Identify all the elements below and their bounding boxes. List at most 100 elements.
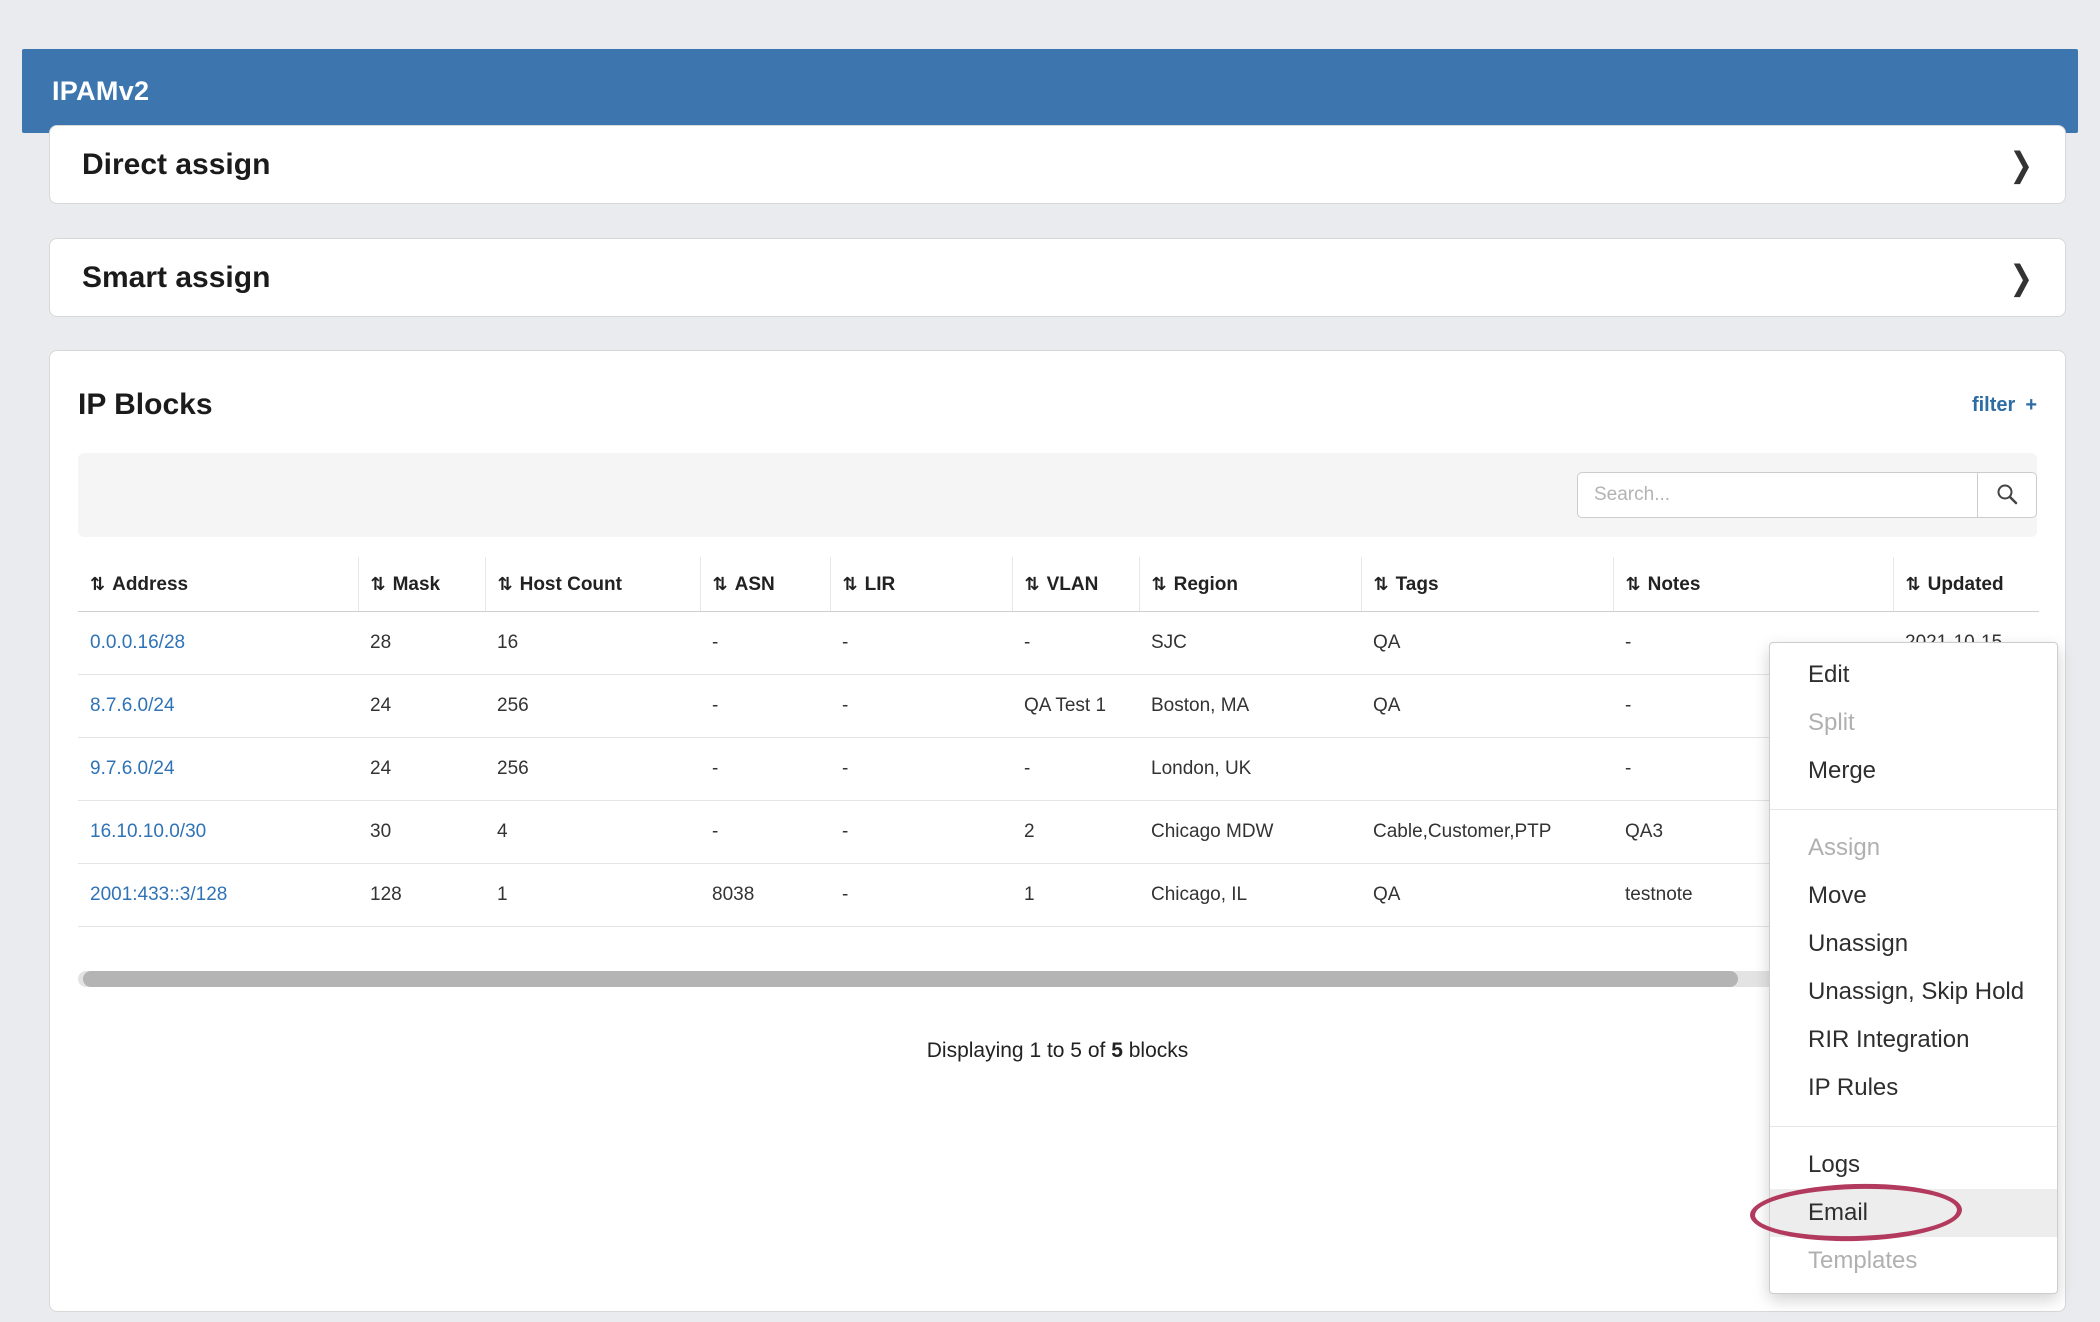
menu-item-move[interactable]: Move xyxy=(1808,882,1867,909)
address-link[interactable]: 0.0.0.16/28 xyxy=(90,632,186,653)
cell-asn: 8038 xyxy=(700,863,830,927)
direct-assign-label: Direct assign xyxy=(82,147,271,181)
menu-item-unassign-skip-hold[interactable]: Unassign, Skip Hold xyxy=(1808,978,2025,1005)
column-header-address[interactable]: ⇅ Address xyxy=(78,557,358,612)
menu-item-split: Split xyxy=(1808,709,1855,736)
sort-icon: ⇅ xyxy=(1905,574,1921,594)
sort-icon: ⇅ xyxy=(90,574,106,594)
search-input[interactable] xyxy=(1577,472,1977,518)
table-header-row: ⇅ Address ⇅ Mask ⇅ Host Count ⇅ ASN ⇅ LIR ⇅ VL… xyxy=(78,557,2039,612)
direct-assign-panel[interactable]: Direct assign ❯ xyxy=(49,125,2066,204)
menu-item-logs[interactable]: Logs xyxy=(1808,1151,1861,1178)
menu-divider xyxy=(1770,809,2057,810)
cell-mask: 24 xyxy=(358,674,485,738)
sort-icon: ⇅ xyxy=(1024,574,1040,594)
cell-region: Chicago MDW xyxy=(1139,800,1361,864)
sort-icon: ⇅ xyxy=(1625,574,1641,594)
app-header: IPAMv2 xyxy=(22,49,2078,133)
address-link[interactable]: 8.7.6.0/24 xyxy=(90,695,175,716)
sort-icon: ⇅ xyxy=(497,574,513,594)
sort-icon: ⇅ xyxy=(1373,574,1389,594)
cell-host-count: 256 xyxy=(485,737,700,801)
cell-host-count: 4 xyxy=(485,800,700,864)
cell-tags: Cable,Customer,PTP xyxy=(1361,800,1613,864)
scrollbar-thumb[interactable] xyxy=(83,971,1738,987)
column-header-notes[interactable]: ⇅ Notes xyxy=(1612,557,1893,612)
filter-toggle-link[interactable]: filter + xyxy=(1972,394,2037,417)
cell-lir: - xyxy=(830,674,1012,738)
cell-asn: - xyxy=(700,737,830,801)
menu-item-ip-rules[interactable]: IP Rules xyxy=(1808,1074,1899,1101)
ip-blocks-table: ⇅ Address ⇅ Mask ⇅ Host Count ⇅ ASN ⇅ LIR ⇅ VL… xyxy=(78,557,2039,927)
smart-assign-panel[interactable]: Smart assign ❯ xyxy=(49,238,2066,317)
menu-item-assign: Assign xyxy=(1808,834,1881,861)
table-scroll-area: ⇅ Address ⇅ Mask ⇅ Host Count ⇅ ASN ⇅ LIR ⇅ VL… xyxy=(78,557,2039,927)
table-row: 0.0.0.16/28 28 16 - - - SJC QA - 2021-10… xyxy=(78,611,2039,675)
menu-item-rir-integration[interactable]: RIR Integration xyxy=(1808,1026,1970,1053)
column-header-region[interactable]: ⇅ Region xyxy=(1138,557,1361,612)
cell-mask: 30 xyxy=(358,800,485,864)
menu-item-edit[interactable]: Edit xyxy=(1808,661,1850,688)
cell-address: 16.10.10.0/30 xyxy=(78,800,358,864)
table-row: 9.7.6.0/24 24 256 - - - London, UK - xyxy=(78,737,2039,801)
search-button[interactable] xyxy=(1977,472,2037,518)
cell-asn: - xyxy=(700,611,830,675)
cell-region: SJC xyxy=(1139,611,1361,675)
summary-suffix: blocks xyxy=(1128,1039,1189,1062)
app-title: IPAMv2 xyxy=(52,75,150,106)
menu-divider xyxy=(1770,1126,2057,1127)
cell-vlan: 1 xyxy=(1012,863,1139,927)
cell-lir: - xyxy=(830,737,1012,801)
cell-mask: 128 xyxy=(358,863,485,927)
search-icon xyxy=(1996,483,2018,508)
cell-address: 9.7.6.0/24 xyxy=(78,737,358,801)
sort-icon: ⇅ xyxy=(842,574,858,594)
cell-host-count: 256 xyxy=(485,674,700,738)
menu-item-templates: Templates xyxy=(1808,1247,1918,1274)
column-header-updated[interactable]: ⇅ Updated xyxy=(1892,557,2039,612)
menu-item-email[interactable]: Email xyxy=(1770,1189,2057,1237)
cell-lir: - xyxy=(830,863,1012,927)
cell-vlan: 2 xyxy=(1012,800,1139,864)
table-row: 2001:433::3/128 128 1 8038 - 1 Chicago, … xyxy=(78,863,2039,927)
menu-item-merge[interactable]: Merge xyxy=(1808,757,1877,784)
cell-address: 2001:433::3/128 xyxy=(78,863,358,927)
address-link[interactable]: 9.7.6.0/24 xyxy=(90,758,175,779)
cell-host-count: 1 xyxy=(485,863,700,927)
cell-mask: 28 xyxy=(358,611,485,675)
sort-icon: ⇅ xyxy=(712,574,728,594)
context-menu: Edit Split Merge Assign Move Unassign Un… xyxy=(1769,642,2058,1294)
plus-icon: + xyxy=(2025,393,2037,416)
summary-count: 5 xyxy=(1111,1039,1123,1062)
column-header-host-count[interactable]: ⇅ Host Count xyxy=(484,557,700,612)
horizontal-scrollbar[interactable] xyxy=(78,971,2039,987)
column-header-tags[interactable]: ⇅ Tags xyxy=(1360,557,1613,612)
cell-address: 8.7.6.0/24 xyxy=(78,674,358,738)
search-group xyxy=(1577,472,2037,518)
column-header-vlan[interactable]: ⇅ VLAN xyxy=(1011,557,1139,612)
cell-vlan: - xyxy=(1012,611,1139,675)
summary-prefix: Displaying 1 to 5 of xyxy=(926,1039,1106,1062)
cell-tags xyxy=(1361,737,1613,801)
column-header-mask[interactable]: ⇅ Mask xyxy=(357,557,485,612)
address-link[interactable]: 16.10.10.0/30 xyxy=(90,821,207,842)
column-header-asn[interactable]: ⇅ ASN xyxy=(699,557,830,612)
column-header-lir[interactable]: ⇅ LIR xyxy=(829,557,1012,612)
sort-icon: ⇅ xyxy=(1151,574,1167,594)
table-toolbar xyxy=(78,453,2037,537)
chevron-right-icon: ❯ xyxy=(2009,145,2033,184)
menu-item-unassign[interactable]: Unassign xyxy=(1808,930,1909,957)
cell-vlan: QA Test 1 xyxy=(1012,674,1139,738)
cell-host-count: 16 xyxy=(485,611,700,675)
ip-blocks-title: IP Blocks xyxy=(78,388,213,421)
cell-region: London, UK xyxy=(1139,737,1361,801)
cell-lir: - xyxy=(830,800,1012,864)
cell-tags: QA xyxy=(1361,611,1613,675)
cell-asn: - xyxy=(700,800,830,864)
cell-lir: - xyxy=(830,611,1012,675)
chevron-right-icon: ❯ xyxy=(2009,258,2033,297)
table-row: 16.10.10.0/30 30 4 - - 2 Chicago MDW Cab… xyxy=(78,800,2039,864)
ip-blocks-panel: IP Blocks filter + xyxy=(49,350,2066,1312)
address-link[interactable]: 2001:433::3/128 xyxy=(90,884,228,905)
